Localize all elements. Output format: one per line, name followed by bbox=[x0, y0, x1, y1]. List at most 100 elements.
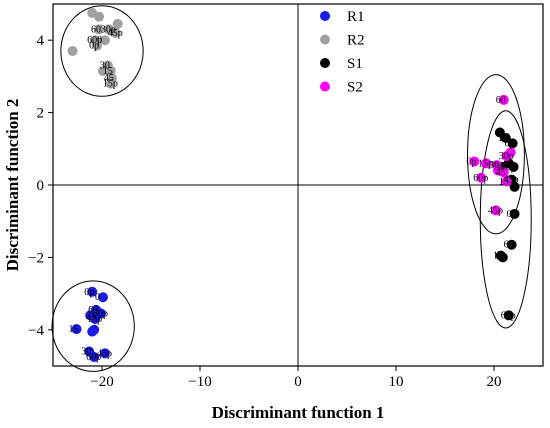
point-label-r2-3: 60 bbox=[91, 24, 101, 35]
y-tick-label-2: 2 bbox=[37, 106, 45, 122]
y-tick-label--4: −4 bbox=[28, 323, 44, 339]
point-r1-6 bbox=[90, 313, 101, 324]
point-r2-3 bbox=[94, 24, 105, 35]
point-label-s1-6: 45p bbox=[504, 175, 519, 186]
reference-lines bbox=[53, 4, 543, 366]
point-label-r2-4: 30p bbox=[101, 24, 116, 35]
point-r2-9 bbox=[67, 46, 78, 57]
point-label-r1-0: 0p bbox=[84, 287, 94, 298]
point-label-s2-9: 15 bbox=[499, 176, 509, 187]
legend-marker-s1 bbox=[320, 58, 330, 68]
legend-marker-r1 bbox=[320, 11, 330, 21]
point-label-r2-13: 45 bbox=[104, 73, 114, 84]
x-tick-label--10: −10 bbox=[188, 374, 211, 390]
legend: R1 R2 S1 S2 bbox=[320, 9, 365, 96]
point-label-s2-8: 60p bbox=[473, 173, 488, 184]
y-tick-label--2: −2 bbox=[28, 250, 44, 266]
ellipse-s1 bbox=[479, 110, 532, 329]
point-r2-2 bbox=[112, 18, 123, 29]
point-s2-9 bbox=[501, 176, 512, 187]
point-s2-2 bbox=[481, 158, 492, 169]
point-label-r1-2: 60 bbox=[88, 305, 98, 316]
x-axis-ticks: −20 −10 0 10 20 bbox=[90, 366, 502, 390]
y-tick-label-4: 4 bbox=[37, 33, 45, 49]
point-r1-9 bbox=[89, 324, 100, 335]
point-r1-1 bbox=[97, 292, 108, 303]
x-axis-title: Discriminant function 1 bbox=[212, 403, 385, 422]
y-axis-title: Discriminant function 2 bbox=[3, 99, 22, 272]
point-s2-5 bbox=[505, 147, 516, 158]
point-r1-12 bbox=[99, 348, 110, 359]
ellipse-s2 bbox=[467, 74, 525, 235]
legend-marker-s2 bbox=[320, 81, 330, 92]
point-label-s2-0: 60 bbox=[496, 95, 506, 106]
point-r1-7 bbox=[71, 324, 82, 335]
x-tick-label-20: 20 bbox=[487, 374, 502, 390]
point-s1-2 bbox=[507, 138, 518, 149]
point-label-s2-2: 15p bbox=[478, 158, 493, 169]
point-r1-0 bbox=[87, 286, 98, 297]
point-label-r1-7: 15 bbox=[69, 324, 79, 335]
point-r2-1 bbox=[94, 11, 105, 22]
point-label-s2-6: 45 bbox=[496, 167, 506, 178]
point-label-r2-7: 0 bbox=[97, 35, 102, 46]
point-label-s1-3: 30 bbox=[495, 162, 505, 173]
legend-label-r2: R2 bbox=[347, 33, 365, 49]
point-label-r2-5: 60p bbox=[87, 35, 102, 46]
x-tick-label-0: 0 bbox=[294, 374, 302, 390]
point-s2-10 bbox=[490, 205, 501, 216]
legend-label-s1: S1 bbox=[347, 56, 363, 72]
point-label-s1-9: 60 bbox=[504, 240, 514, 251]
point-s1-12 bbox=[503, 310, 514, 321]
point-label-s1-1: 15 bbox=[498, 133, 508, 144]
point-label-s2-3: 30 bbox=[489, 160, 499, 171]
point-label-r1-4: 45 bbox=[86, 312, 96, 323]
data-points bbox=[67, 8, 520, 362]
point-s1-9 bbox=[506, 239, 517, 250]
point-s1-5 bbox=[508, 161, 519, 172]
point-r2-14 bbox=[105, 78, 116, 89]
ellipse-r2 bbox=[60, 5, 144, 97]
point-label-s2-4: 30p bbox=[499, 151, 514, 162]
point-s2-1 bbox=[469, 156, 480, 167]
point-label-r2-8: 0p bbox=[89, 41, 99, 52]
point-label-s1-10: 15 bbox=[493, 251, 503, 262]
point-r2-6 bbox=[110, 27, 121, 38]
point-r1-11 bbox=[89, 351, 100, 362]
x-tick-label-10: 10 bbox=[389, 374, 404, 390]
point-s2-7 bbox=[492, 165, 503, 176]
point-label-s1-12: 60p bbox=[501, 310, 516, 321]
ellipse-r1 bbox=[51, 280, 135, 372]
point-label-s1-8: 0 bbox=[507, 209, 512, 220]
point-s1-11 bbox=[497, 252, 508, 263]
point-r2-11 bbox=[97, 65, 108, 76]
point-label-r1-6: 15p bbox=[87, 314, 102, 325]
cluster-ellipses bbox=[51, 5, 532, 372]
point-label-r1-3: 30p bbox=[93, 309, 108, 320]
legend-label-s2: S2 bbox=[347, 80, 363, 96]
point-label-r2-10: 30 bbox=[100, 61, 110, 72]
point-label-r1-1: 0 bbox=[95, 292, 100, 303]
x-tick-label--20: −20 bbox=[90, 374, 113, 390]
point-s1-1 bbox=[500, 132, 511, 143]
y-tick-label-0: 0 bbox=[37, 178, 45, 194]
point-s2-8 bbox=[476, 172, 487, 183]
point-s2-0 bbox=[498, 94, 509, 105]
point-label-s2-10: 45p bbox=[488, 205, 503, 216]
point-r2-8 bbox=[92, 40, 103, 51]
point-s1-7 bbox=[509, 181, 520, 192]
point-label-s1-5: 0p bbox=[506, 162, 516, 173]
point-r2-7 bbox=[99, 35, 110, 46]
point-label-s2-1: 0p bbox=[466, 156, 476, 167]
point-label-s1-2: 0p bbox=[505, 138, 515, 149]
point-label-r1-11: 60p bbox=[86, 352, 101, 363]
y-axis-ticks: −4 −2 0 2 4 bbox=[28, 33, 53, 339]
point-label-r2-14: 15p bbox=[103, 79, 118, 90]
point-label-r1-12: 45p bbox=[97, 348, 112, 359]
legend-label-r1: R1 bbox=[347, 9, 365, 25]
point-s1-8 bbox=[509, 208, 520, 219]
point-label-r2-12: 15 bbox=[103, 66, 113, 77]
